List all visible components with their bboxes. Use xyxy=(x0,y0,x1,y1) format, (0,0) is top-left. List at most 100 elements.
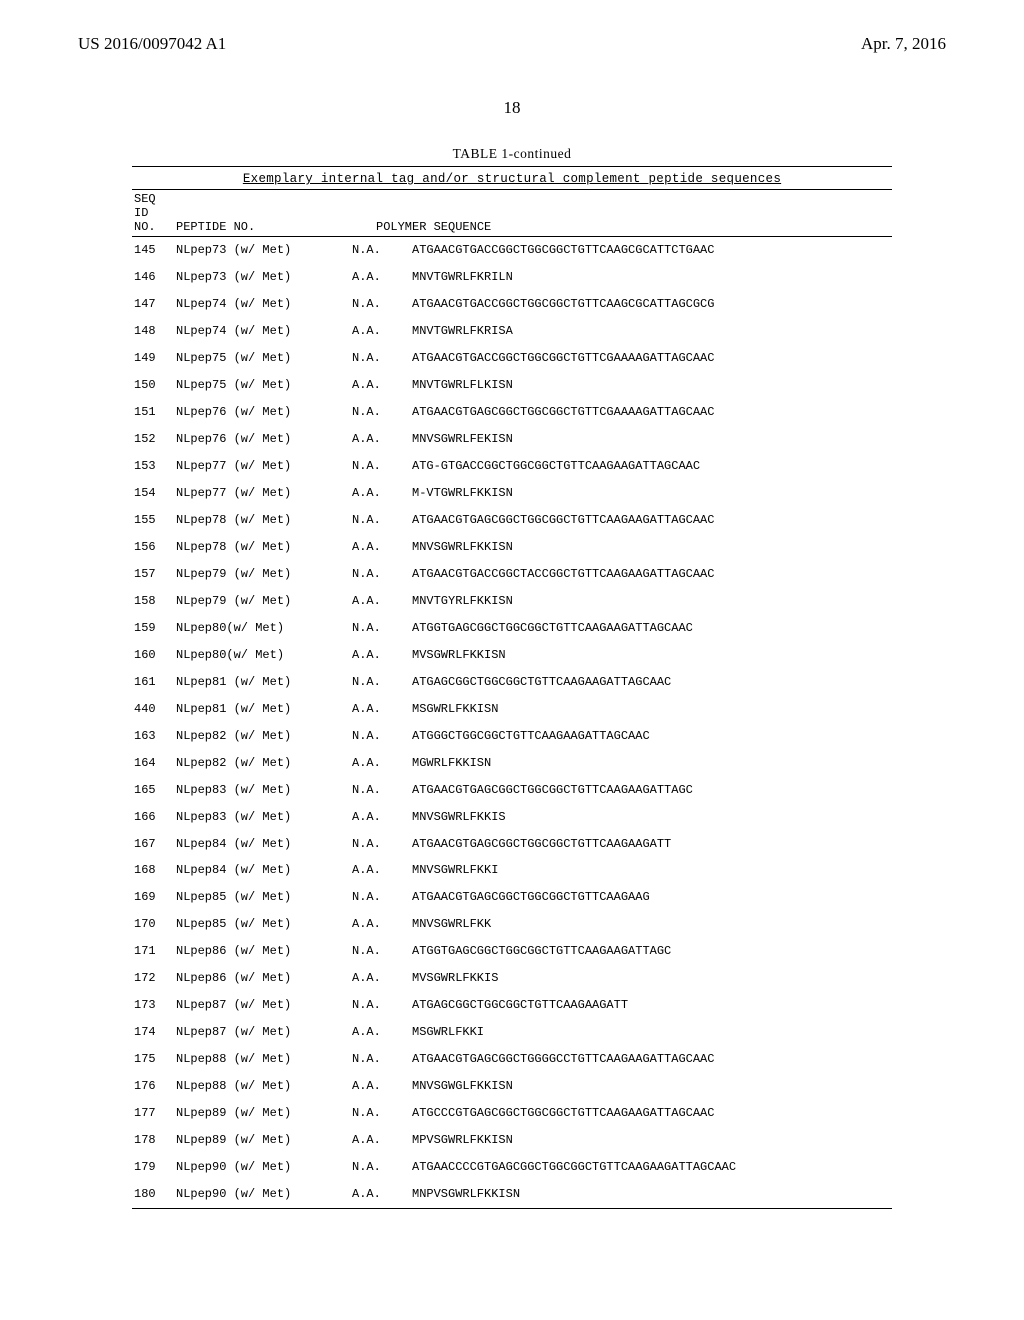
table-row: 177NLpep89 (w/ Met)N.A.ATGCCCGTGAGCGGCTG… xyxy=(132,1100,892,1127)
cell-seq-no: 147 xyxy=(132,298,176,311)
cell-peptide: NLpep81 (w/ Met) xyxy=(176,703,352,716)
table-row: 175NLpep88 (w/ Met)N.A.ATGAACGTGAGCGGCTG… xyxy=(132,1046,892,1073)
cell-sequence: MNVSGWRLFKKI xyxy=(412,864,892,877)
cell-seq-no: 155 xyxy=(132,514,176,527)
cell-sequence: ATG-GTGACCGGCTGGCGGCTGTTCAAGAAGATTAGCAAC xyxy=(412,460,892,473)
hdr-seq2: ID xyxy=(132,206,176,220)
cell-peptide: NLpep83 (w/ Met) xyxy=(176,811,352,824)
cell-peptide: NLpep87 (w/ Met) xyxy=(176,999,352,1012)
cell-seq-no: 158 xyxy=(132,595,176,608)
cell-peptide: NLpep80(w/ Met) xyxy=(176,622,352,635)
table-row: 149NLpep75 (w/ Met)N.A.ATGAACGTGACCGGCTG… xyxy=(132,345,892,372)
cell-type: N.A. xyxy=(352,1053,412,1066)
cell-sequence: ATGAACGTGAGCGGCTGGCGGCTGTTCAAGAAG xyxy=(412,891,892,904)
cell-sequence: MNVSGWRLFKK xyxy=(412,918,892,931)
cell-sequence: ATGGTGAGCGGCTGGCGGCTGTTCAAGAAGATTAGC xyxy=(412,945,892,958)
table-body: 145NLpep73 (w/ Met)N.A.ATGAACGTGACCGGCTG… xyxy=(132,237,892,1208)
cell-seq-no: 145 xyxy=(132,244,176,257)
cell-sequence: MNVSGWGLFKKISN xyxy=(412,1080,892,1093)
cell-peptide: NLpep86 (w/ Met) xyxy=(176,972,352,985)
cell-peptide: NLpep85 (w/ Met) xyxy=(176,891,352,904)
page-header: US 2016/0097042 A1 Apr. 7, 2016 xyxy=(78,34,946,54)
table-row: 156NLpep78 (w/ Met)A.A.MNVSGWRLFKKISN xyxy=(132,534,892,561)
cell-type: A.A. xyxy=(352,972,412,985)
cell-peptide: NLpep79 (w/ Met) xyxy=(176,568,352,581)
cell-type: N.A. xyxy=(352,514,412,527)
cell-sequence: MNVTGWRLFLKISN xyxy=(412,379,892,392)
cell-seq-no: 165 xyxy=(132,784,176,797)
cell-sequence: MNPVSGWRLFKKISN xyxy=(412,1188,892,1201)
table-row: 157NLpep79 (w/ Met)N.A.ATGAACGTGACCGGCTA… xyxy=(132,561,892,588)
table-row: 154NLpep77 (w/ Met)A.A.M-VTGWRLFKKISN xyxy=(132,480,892,507)
table-row: 146NLpep73 (w/ Met)A.A.MNVTGWRLFKRILN xyxy=(132,264,892,291)
cell-seq-no: 166 xyxy=(132,811,176,824)
pub-number: US 2016/0097042 A1 xyxy=(78,34,226,54)
table-row: 163NLpep82 (w/ Met)N.A.ATGGGCTGGCGGCTGTT… xyxy=(132,722,892,749)
cell-peptide: NLpep85 (w/ Met) xyxy=(176,918,352,931)
cell-type: N.A. xyxy=(352,298,412,311)
cell-sequence: ATGAACCCCGTGAGCGGCTGGCGGCTGTTCAAGAAGATTA… xyxy=(412,1161,892,1174)
table-row: 158NLpep79 (w/ Met)A.A.MNVTGYRLFKKISN xyxy=(132,588,892,615)
cell-peptide: NLpep76 (w/ Met) xyxy=(176,433,352,446)
cell-peptide: NLpep78 (w/ Met) xyxy=(176,514,352,527)
cell-seq-no: 164 xyxy=(132,757,176,770)
cell-seq-no: 171 xyxy=(132,945,176,958)
cell-type: A.A. xyxy=(352,379,412,392)
cell-peptide: NLpep86 (w/ Met) xyxy=(176,945,352,958)
cell-peptide: NLpep80(w/ Met) xyxy=(176,649,352,662)
cell-seq-no: 172 xyxy=(132,972,176,985)
cell-sequence: ATGAACGTGAGCGGCTGGCGGCTGTTCAAGAAGATT xyxy=(412,838,892,851)
cell-type: A.A. xyxy=(352,1188,412,1201)
cell-sequence: MSGWRLFKKISN xyxy=(412,703,892,716)
cell-sequence: ATGAACGTGAGCGGCTGGCGGCTGTTCAAGAAGATTAGCA… xyxy=(412,514,892,527)
cell-seq-no: 146 xyxy=(132,271,176,284)
cell-seq-no: 148 xyxy=(132,325,176,338)
cell-seq-no: 175 xyxy=(132,1053,176,1066)
cell-peptide: NLpep84 (w/ Met) xyxy=(176,864,352,877)
cell-peptide: NLpep75 (w/ Met) xyxy=(176,352,352,365)
cell-seq-no: 168 xyxy=(132,864,176,877)
cell-seq-no: 179 xyxy=(132,1161,176,1174)
table-row: 172NLpep86 (w/ Met)A.A.MVSGWRLFKKIS xyxy=(132,965,892,992)
cell-sequence: MSGWRLFKKI xyxy=(412,1026,892,1039)
cell-peptide: NLpep84 (w/ Met) xyxy=(176,838,352,851)
cell-seq-no: 154 xyxy=(132,487,176,500)
cell-peptide: NLpep75 (w/ Met) xyxy=(176,379,352,392)
sequence-table: Exemplary internal tag and/or structural… xyxy=(132,166,892,1209)
cell-type: A.A. xyxy=(352,649,412,662)
cell-sequence: ATGAGCGGCTGGCGGCTGTTCAAGAAGATTAGCAAC xyxy=(412,676,892,689)
cell-seq-no: 170 xyxy=(132,918,176,931)
cell-peptide: NLpep74 (w/ Met) xyxy=(176,325,352,338)
cell-peptide: NLpep73 (w/ Met) xyxy=(176,271,352,284)
cell-peptide: NLpep78 (w/ Met) xyxy=(176,541,352,554)
cell-peptide: NLpep76 (w/ Met) xyxy=(176,406,352,419)
cell-peptide: NLpep90 (w/ Met) xyxy=(176,1188,352,1201)
cell-type: N.A. xyxy=(352,352,412,365)
cell-sequence: ATGAACGTGACCGGCTGGCGGCTGTTCAAGCGCATTCTGA… xyxy=(412,244,892,257)
table-caption: TABLE 1-continued xyxy=(78,146,946,162)
cell-type: A.A. xyxy=(352,541,412,554)
cell-seq-no: 176 xyxy=(132,1080,176,1093)
cell-sequence: ATGAACGTGACCGGCTGGCGGCTGTTCAAGCGCATTAGCG… xyxy=(412,298,892,311)
cell-seq-no: 152 xyxy=(132,433,176,446)
cell-sequence: ATGAGCGGCTGGCGGCTGTTCAAGAAGATT xyxy=(412,999,892,1012)
cell-peptide: NLpep77 (w/ Met) xyxy=(176,487,352,500)
cell-type: A.A. xyxy=(352,1080,412,1093)
cell-peptide: NLpep74 (w/ Met) xyxy=(176,298,352,311)
table-row: 173NLpep87 (w/ Met)N.A.ATGAGCGGCTGGCGGCT… xyxy=(132,992,892,1019)
cell-type: A.A. xyxy=(352,271,412,284)
cell-sequence: MNVSGWRLFEKISN xyxy=(412,433,892,446)
cell-peptide: NLpep90 (w/ Met) xyxy=(176,1161,352,1174)
table-row: 170NLpep85 (w/ Met)A.A.MNVSGWRLFKK xyxy=(132,911,892,938)
cell-seq-no: 150 xyxy=(132,379,176,392)
table-row: 155NLpep78 (w/ Met)N.A.ATGAACGTGAGCGGCTG… xyxy=(132,507,892,534)
page-number: 18 xyxy=(78,98,946,118)
cell-seq-no: 440 xyxy=(132,703,176,716)
table-row: 440NLpep81 (w/ Met)A.A.MSGWRLFKKISN xyxy=(132,695,892,722)
cell-type: A.A. xyxy=(352,703,412,716)
cell-seq-no: 157 xyxy=(132,568,176,581)
cell-sequence: ATGAACGTGAGCGGCTGGGGCCTGTTCAAGAAGATTAGCA… xyxy=(412,1053,892,1066)
table-row: 161NLpep81 (w/ Met)N.A.ATGAGCGGCTGGCGGCT… xyxy=(132,669,892,696)
cell-peptide: NLpep88 (w/ Met) xyxy=(176,1080,352,1093)
cell-type: A.A. xyxy=(352,1134,412,1147)
